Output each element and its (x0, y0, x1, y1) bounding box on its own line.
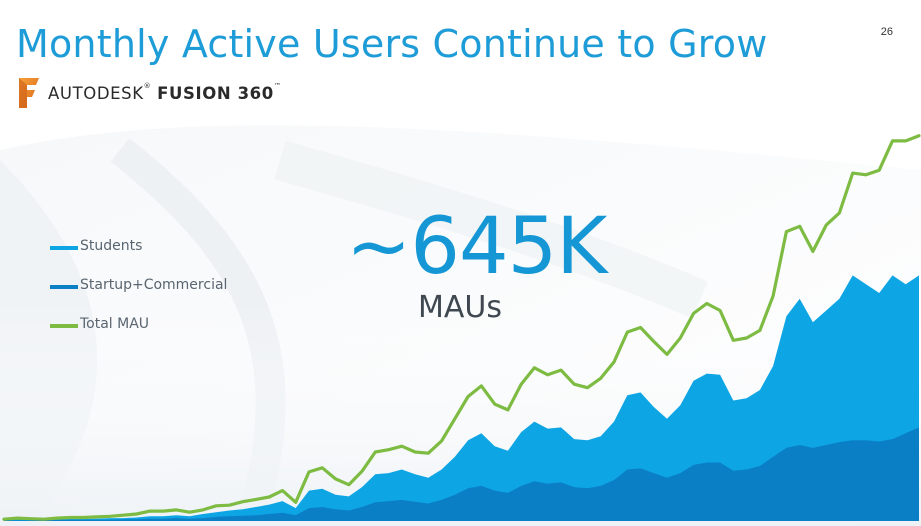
legend-label-startup-commercial: Startup+Commercial (80, 277, 228, 293)
brand-wordmark: AUTODESK® FUSION 360™ (48, 82, 282, 103)
legend-label-students: Students (80, 238, 143, 254)
brand-name-product: FUSION 360 (157, 84, 274, 103)
brand-name-autodesk: AUTODESK (48, 84, 144, 103)
legend-swatch-students (50, 246, 78, 250)
mau-callout-value: ~645K (346, 202, 607, 292)
trademark-mark: ™ (273, 82, 282, 90)
page-title: Monthly Active Users Continue to Grow (16, 22, 768, 66)
page-number: 26 (880, 26, 893, 38)
fusion-360-logo-icon (19, 78, 39, 108)
line-series-total-mau (2, 134, 921, 521)
legend-swatch-total-mau (50, 324, 78, 328)
mau-callout-unit: MAUs (418, 290, 502, 325)
area-series-students (4, 275, 919, 521)
legend-label-total-mau: Total MAU (80, 316, 150, 332)
registered-mark: ® (143, 82, 152, 90)
area-series-startup-commercial (4, 427, 919, 521)
legend-swatch-startup-commercial (50, 285, 78, 289)
